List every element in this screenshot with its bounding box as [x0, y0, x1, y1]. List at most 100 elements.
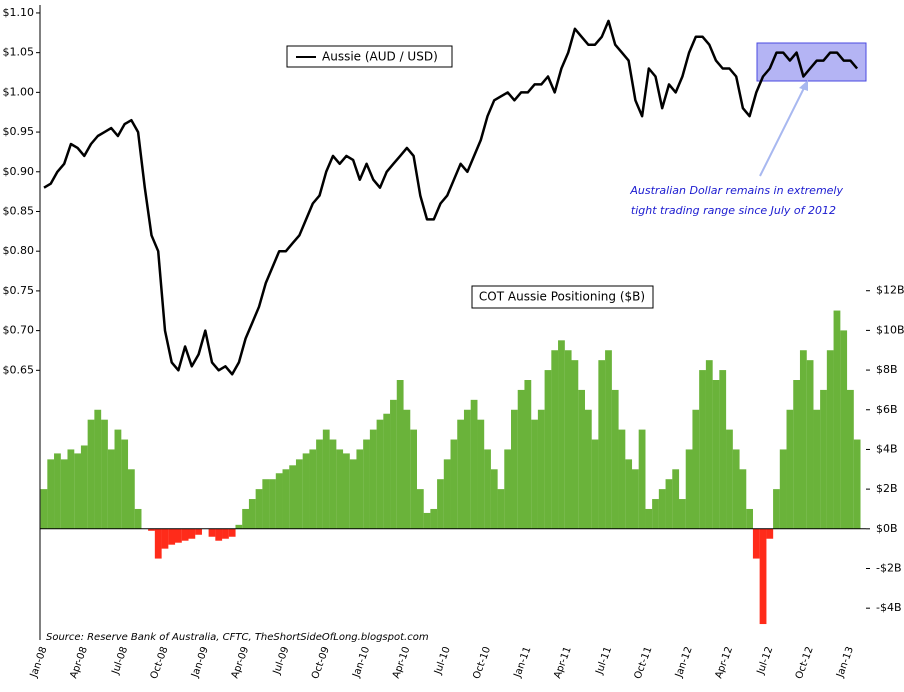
bar	[248, 499, 256, 529]
x-tick-label: Jul-12	[755, 645, 775, 676]
y-tick-label: $0.70	[3, 324, 35, 337]
y2-tick-label: $4B	[876, 442, 898, 455]
x-tick-label: Jul-08	[110, 645, 130, 676]
bar	[631, 469, 639, 529]
plot-area: $0.65 $0.70 $0.75 $0.80 $0.85 $0.90 $0.95 $1.00…	[3, 5, 904, 681]
bar-legend-label: COT Aussie Positioning ($B)	[479, 290, 645, 304]
bar	[416, 489, 424, 529]
bar	[343, 453, 350, 529]
bar	[396, 380, 404, 529]
y2-tick-label: -$2B	[876, 561, 902, 574]
bar	[175, 528, 182, 543]
bar	[74, 453, 81, 529]
x-tick-label: Jan-12	[673, 645, 695, 680]
y2-tick-label: $10B	[876, 323, 904, 336]
bar	[470, 399, 478, 529]
line	[43, 19, 859, 376]
bar	[511, 409, 518, 529]
bar	[833, 310, 841, 529]
bar	[114, 429, 122, 529]
bar	[67, 449, 75, 529]
bar	[40, 489, 48, 529]
bar	[611, 389, 619, 529]
bar	[403, 409, 411, 529]
x-tick-label: Jan-08	[28, 645, 50, 680]
x-tick-label: Oct-08	[149, 645, 171, 680]
bar	[558, 340, 565, 529]
bar	[54, 453, 61, 529]
y2-tick-label: -$4B	[876, 601, 902, 614]
bar	[531, 419, 538, 529]
bar	[269, 479, 276, 529]
y2-tick-label: $12B	[876, 284, 904, 297]
bar	[181, 528, 189, 541]
bar	[645, 508, 653, 529]
bar	[739, 469, 747, 529]
bar	[349, 459, 357, 529]
legend-box	[286, 45, 453, 68]
bar	[719, 370, 727, 529]
bar	[295, 459, 303, 529]
y2-tick-label: $8B	[876, 363, 898, 376]
bar	[390, 399, 397, 529]
x-tick-label: Jan-10	[351, 645, 373, 680]
bar	[410, 429, 417, 529]
bar	[228, 528, 236, 537]
bar	[752, 528, 760, 559]
bar	[773, 489, 780, 529]
y-tick-label: $1.10	[3, 6, 35, 19]
annotation-arrow	[759, 85, 806, 177]
bar	[840, 330, 848, 529]
x-tick-label: Oct-12	[794, 645, 816, 680]
x-tick-label: Apr-10	[391, 645, 413, 680]
bar	[127, 469, 135, 529]
bar	[598, 360, 606, 529]
y-tick-label: $0.85	[3, 204, 35, 217]
y-tick-label: $1.05	[3, 46, 35, 59]
y-tick-label: $0.95	[3, 125, 35, 138]
bar	[336, 449, 344, 529]
y2-tick-label: $2B	[876, 482, 898, 495]
bar	[605, 350, 612, 529]
x-tick-label: Oct-11	[633, 645, 655, 680]
bar	[625, 459, 633, 529]
bar	[437, 479, 444, 529]
bar-legend-box	[471, 285, 654, 309]
bar	[289, 465, 297, 529]
bar	[537, 409, 545, 529]
bar	[806, 360, 814, 529]
bar	[255, 489, 263, 529]
bar	[443, 459, 451, 529]
bar	[154, 528, 162, 559]
x-tick-label: Jan-13	[835, 645, 857, 680]
x-tick-label: Jan-11	[512, 645, 534, 680]
bar	[571, 360, 579, 529]
bar	[463, 409, 471, 529]
bar	[638, 429, 646, 529]
bar	[732, 449, 740, 529]
bar	[477, 419, 485, 529]
bar	[161, 528, 169, 549]
bar	[786, 409, 794, 529]
bar	[195, 528, 202, 535]
bar	[847, 389, 854, 529]
bar	[101, 419, 108, 529]
x-tick-label: Apr-12	[713, 645, 735, 680]
bar	[517, 389, 525, 529]
bar	[705, 360, 713, 529]
bar	[779, 449, 787, 529]
bar	[168, 528, 176, 545]
bar	[188, 528, 196, 539]
bar	[544, 370, 552, 529]
bar	[497, 489, 505, 529]
y-tick-label: $0.90	[3, 165, 35, 178]
bar	[80, 445, 88, 529]
bar	[652, 499, 659, 529]
bar	[282, 469, 290, 529]
bar	[242, 508, 249, 529]
bar	[813, 409, 821, 529]
y-tick-label: $0.80	[3, 244, 35, 257]
bar	[383, 413, 391, 529]
bar	[208, 528, 216, 537]
bar	[60, 459, 68, 529]
